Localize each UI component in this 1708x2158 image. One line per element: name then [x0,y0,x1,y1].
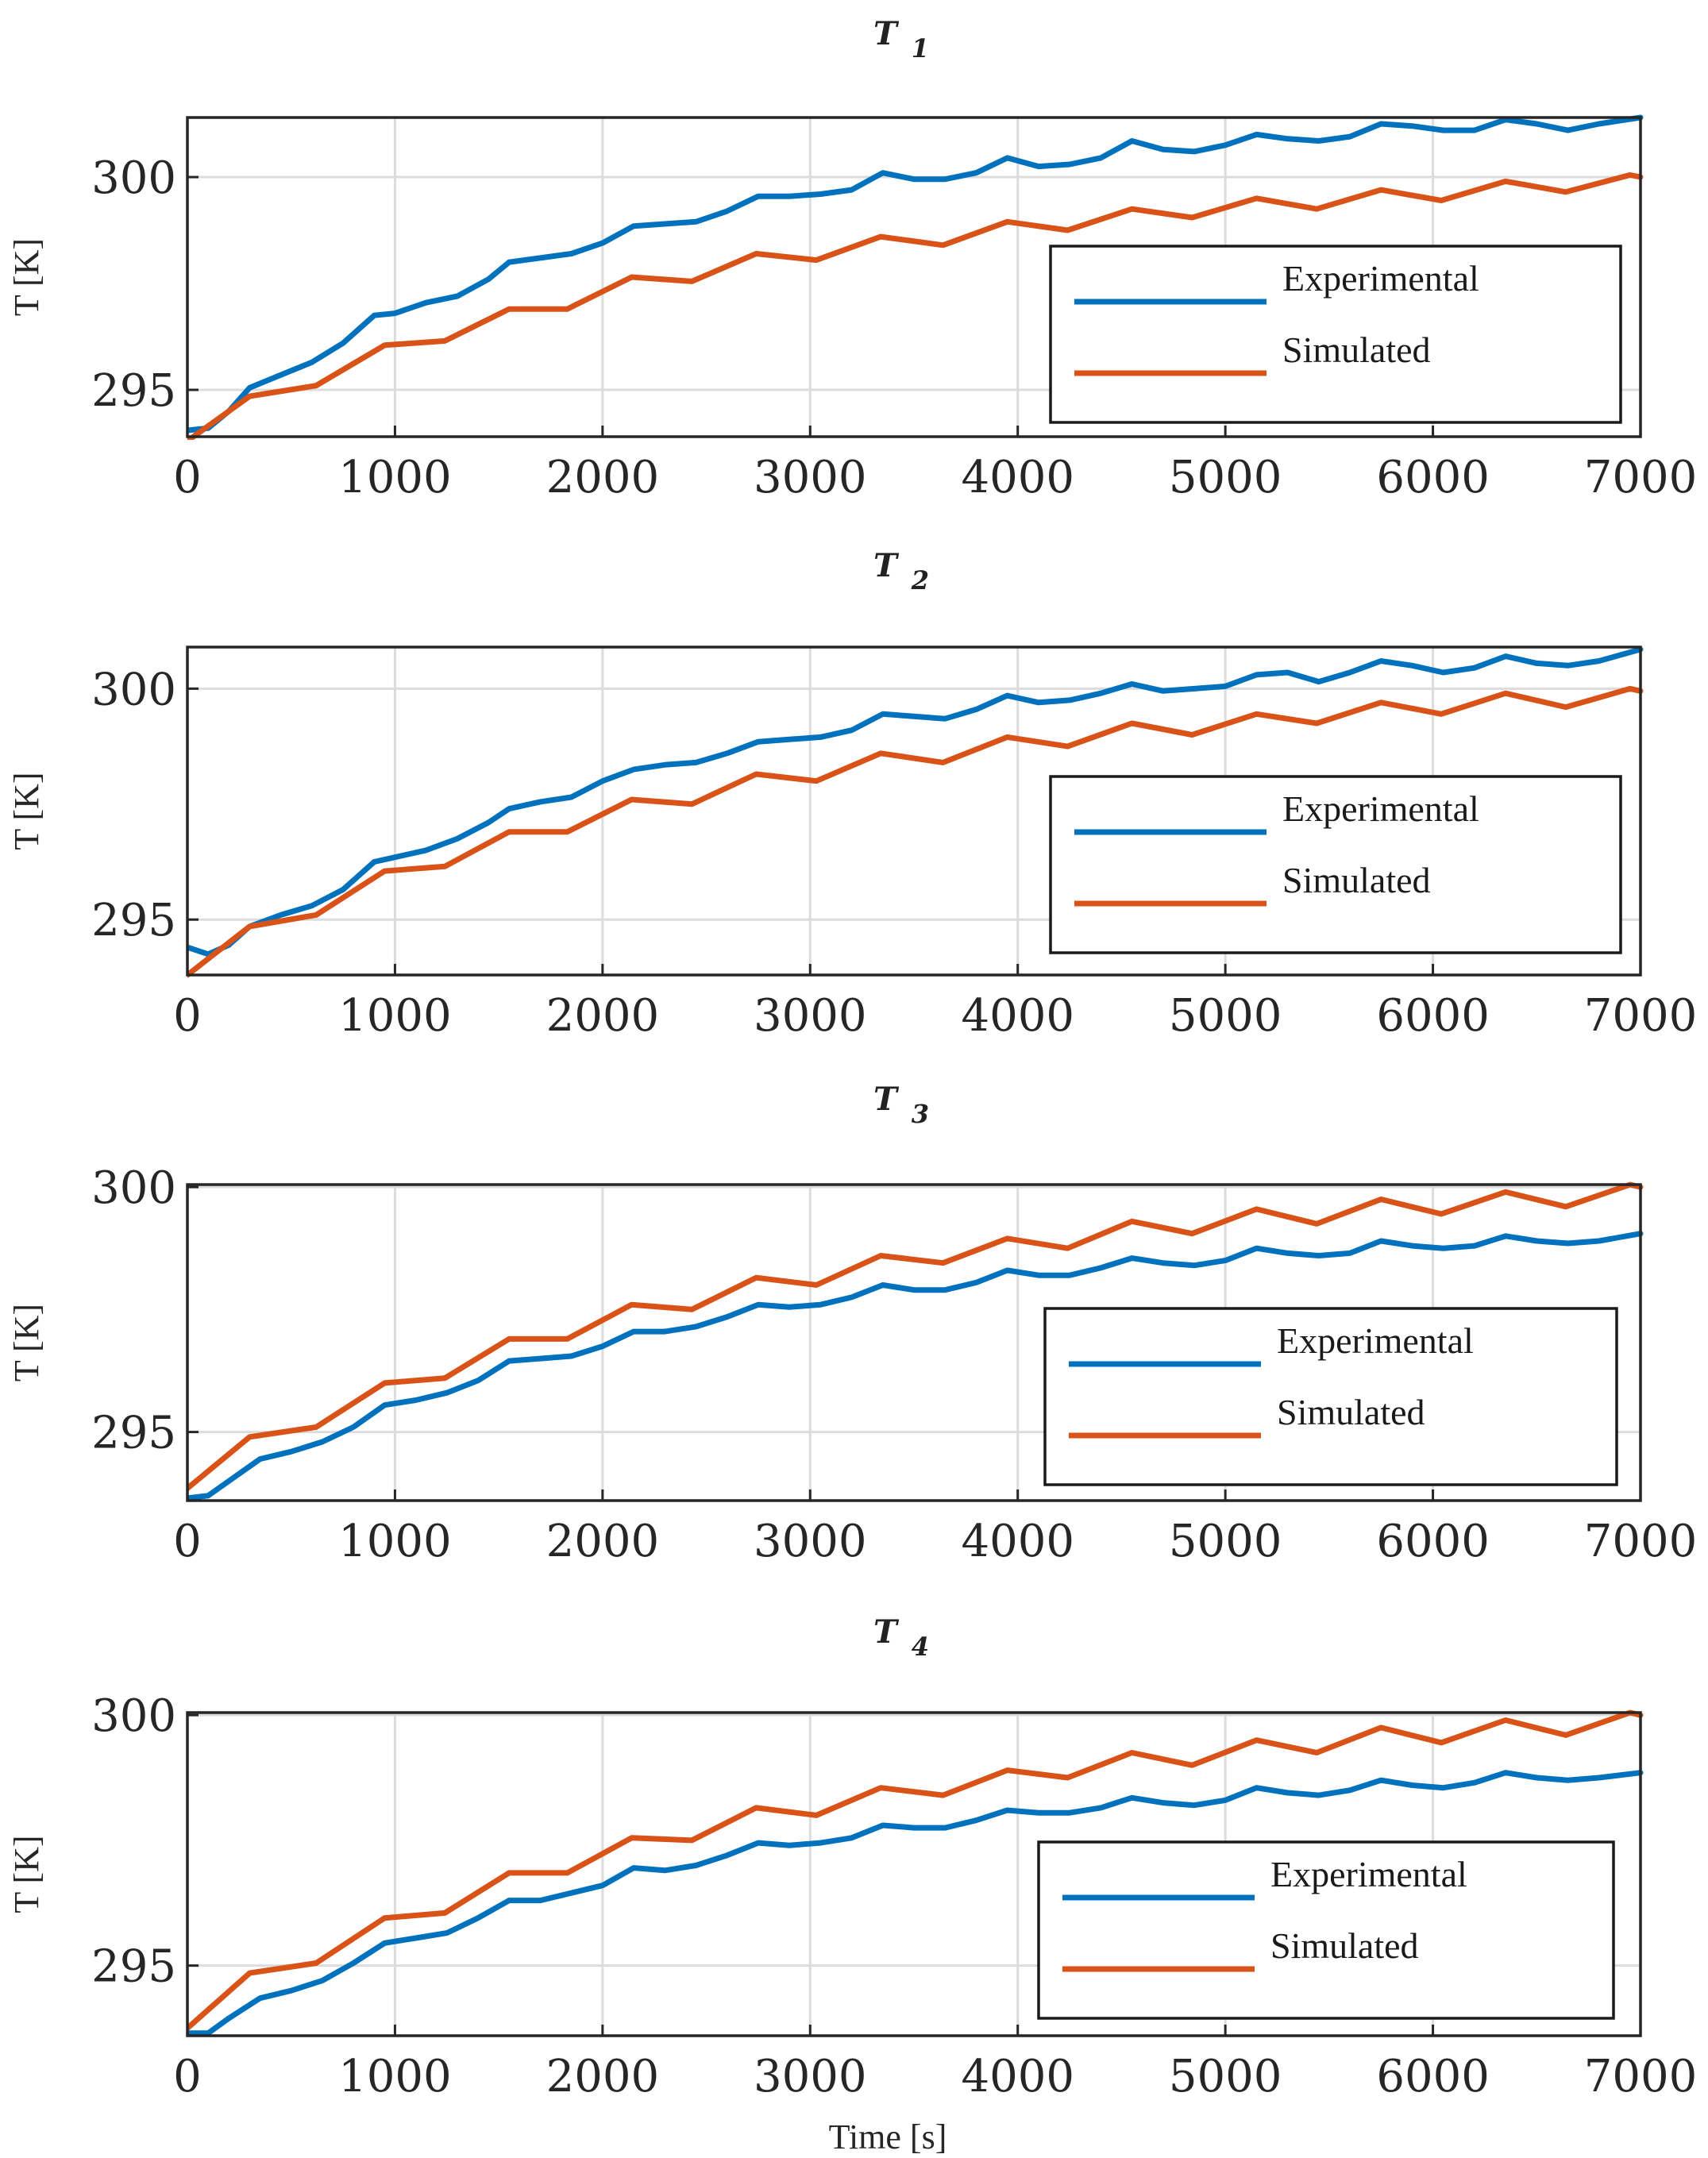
legend-label-experimental: Experimental [1282,788,1479,829]
legend: Experimental Simulated [1049,775,1622,954]
x-tick-label: 4000 [961,452,1074,503]
x-tick-label: 4000 [961,990,1074,1042]
legend-label-simulated: Simulated [1277,1392,1425,1432]
x-tick-label: 6000 [1376,452,1490,503]
legend: Experimental Simulated [1049,245,1622,424]
series-line-experimental [187,114,1644,434]
subplot-title-main: T [873,1613,900,1651]
x-tick-label: 7000 [1584,990,1698,1042]
y-tick-label: 295 [91,365,176,417]
figure-xlabel: Time [s] [829,2118,947,2156]
x-tick-label: 0 [173,1516,202,1567]
y-axis-label: T [K] [7,238,46,316]
x-tick-label: 6000 [1376,2051,1490,2102]
legend-label-simulated: Simulated [1270,1925,1419,1966]
x-tick-label: 3000 [754,990,867,1042]
x-tick-label: 5000 [1169,452,1282,503]
series-line-experimental [187,1231,1644,1501]
subplot-title-subscript: 1 [912,33,929,64]
subplot-title-subscript: 3 [912,1099,929,1129]
series-line-experimental [187,646,1644,958]
legend-box [1043,1307,1618,1486]
x-tick-label: 2000 [546,1516,660,1567]
x-tick-label: 7000 [1584,2051,1698,2102]
x-tick-label: 1000 [338,452,452,503]
x-tick-label: 6000 [1376,1516,1490,1567]
x-tick-label: 1000 [338,2051,452,2102]
axes-box [186,1183,1642,1502]
x-tick-label: 1000 [338,990,452,1042]
x-tick-label: 6000 [1376,990,1490,1042]
y-axis-label: T [K] [7,1304,46,1382]
x-tick-label: 2000 [546,990,660,1042]
legend-box [1049,245,1622,424]
x-tick-label: 0 [173,2051,202,2102]
x-tick-label: 5000 [1169,2051,1282,2102]
x-tick-label: 1000 [338,1516,452,1567]
subplot-title-subscript: 2 [911,565,929,595]
subplot-title-main: T [873,547,900,584]
x-tick-label: 3000 [754,452,867,503]
series-line-experimental [187,1770,1644,2037]
x-tick-label: 5000 [1169,1516,1282,1567]
x-tick-label: 3000 [754,2051,867,2102]
x-tick-label: 4000 [961,2051,1074,2102]
legend: Experimental Simulated [1043,1307,1618,1486]
legend-box [1037,1840,1615,2020]
legend: Experimental Simulated [1037,1840,1615,2020]
legend-label-simulated: Simulated [1282,860,1431,900]
subplot-3: T 3 0 1000 2000 3000 4000 5000 6000 7000 295 300 T [… [7,1081,1697,1567]
y-tick-label: 300 [91,1162,176,1214]
subplot-1: T 1 0 1000 2000 3000 4000 5000 6000 7000 295 300 T [… [7,15,1697,503]
y-tick-label: 295 [91,1941,176,1993]
legend-box [1049,775,1622,954]
x-tick-label: 0 [173,452,202,503]
subplot-title-main: T [873,15,900,52]
series-line-simulated [187,685,1644,978]
y-tick-label: 300 [91,152,176,204]
x-tick-label: 2000 [546,452,660,503]
y-tick-label: 300 [91,1690,176,1742]
subplot-2: T 2 0 1000 2000 3000 4000 5000 6000 7000 295 300 T [… [7,547,1697,1042]
y-axis-label: T [K] [7,772,46,850]
x-tick-label: 3000 [754,1516,867,1567]
x-tick-label: 0 [173,990,202,1042]
axes-box [186,116,1642,438]
subplot-title-main: T [873,1081,900,1118]
series-line-simulated [187,171,1644,440]
legend-label-experimental: Experimental [1282,258,1479,299]
axes-box [186,645,1642,977]
legend-label-simulated: Simulated [1282,329,1431,370]
x-tick-label: 4000 [961,1516,1074,1567]
x-tick-label: 2000 [546,2051,660,2102]
subplot-title-subscript: 4 [912,1632,929,1662]
x-tick-label: 7000 [1584,452,1698,503]
y-tick-label: 295 [91,1408,176,1459]
series-line-simulated [187,1709,1644,2031]
x-tick-label: 5000 [1169,990,1282,1042]
y-tick-label: 295 [91,895,176,946]
subplot-4: T 4 0 1000 2000 3000 4000 5000 6000 7000 295 300 T [… [7,1613,1697,2102]
legend-label-experimental: Experimental [1270,1854,1467,1894]
y-axis-label: T [K] [7,1835,46,1913]
series-line-simulated [187,1181,1644,1492]
axes-box [186,1711,1642,2037]
legend-label-experimental: Experimental [1277,1320,1474,1361]
x-tick-label: 7000 [1584,1516,1698,1567]
y-tick-label: 300 [91,664,176,715]
